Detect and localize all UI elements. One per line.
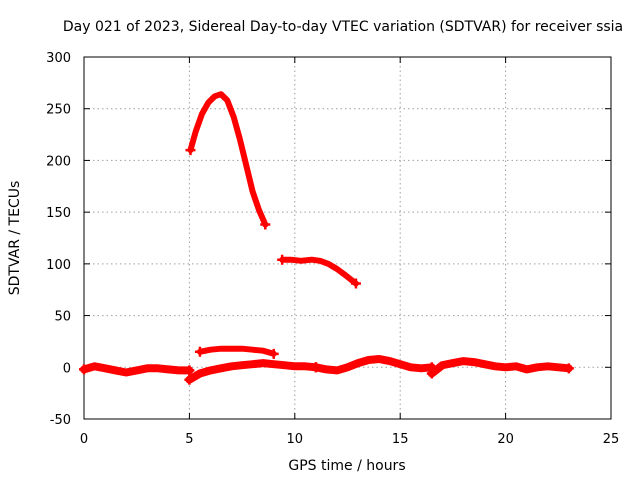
- y-axis-label: SDTVAR / TECUs: [7, 181, 23, 296]
- x-tick-label: 10: [287, 432, 304, 447]
- y-tick-label: 200: [46, 154, 71, 169]
- series-endpoint-marker: [277, 254, 288, 265]
- series-mid-arc: [279, 256, 359, 287]
- y-tick-label: -50: [50, 413, 71, 428]
- x-tick-label: 0: [80, 432, 88, 447]
- series-endpoint-marker: [426, 368, 437, 379]
- series-high-arc: [187, 91, 269, 228]
- series-endpoint-marker: [260, 219, 271, 230]
- plot-frame: [83, 56, 612, 420]
- series-endpoint-marker: [184, 374, 195, 385]
- grid-lines: [84, 57, 611, 419]
- y-tick-label: 150: [46, 206, 71, 221]
- tick-labels: 0 5 10 15 20 25 -50 0 50 100 150 200 250 300: [46, 51, 619, 447]
- axis-ticks: [83, 56, 612, 420]
- x-axis-label: GPS time / hours: [288, 458, 405, 474]
- x-tick-label: 5: [185, 432, 193, 447]
- series-endpoint-marker: [350, 278, 361, 289]
- x-tick-label: 25: [603, 432, 620, 447]
- data-series: [79, 91, 574, 385]
- series-baseline-4: [427, 357, 573, 378]
- x-tick-label: 15: [392, 432, 409, 447]
- y-tick-label: 250: [46, 103, 71, 118]
- y-tick-label: 300: [46, 51, 71, 66]
- series-baseline-2: [185, 359, 320, 384]
- series-endpoint-marker: [194, 346, 205, 357]
- series-endpoint-marker: [79, 364, 89, 375]
- series-endpoint-marker: [185, 145, 196, 156]
- series-baseline-1: [80, 362, 194, 377]
- series-low-arc: [196, 345, 277, 357]
- series-endpoint-marker: [310, 362, 321, 373]
- x-tick-label: 20: [497, 432, 514, 447]
- y-tick-label: 50: [54, 310, 71, 325]
- series-baseline-3: [311, 355, 436, 375]
- y-tick-label: 0: [63, 361, 71, 376]
- series-endpoint-marker: [184, 365, 195, 376]
- chart-title: Day 021 of 2023, Sidereal Day-to-day VTE…: [63, 19, 623, 35]
- y-tick-label: 100: [46, 258, 71, 273]
- series-endpoint-marker: [563, 363, 574, 374]
- series-endpoint-marker: [268, 348, 279, 359]
